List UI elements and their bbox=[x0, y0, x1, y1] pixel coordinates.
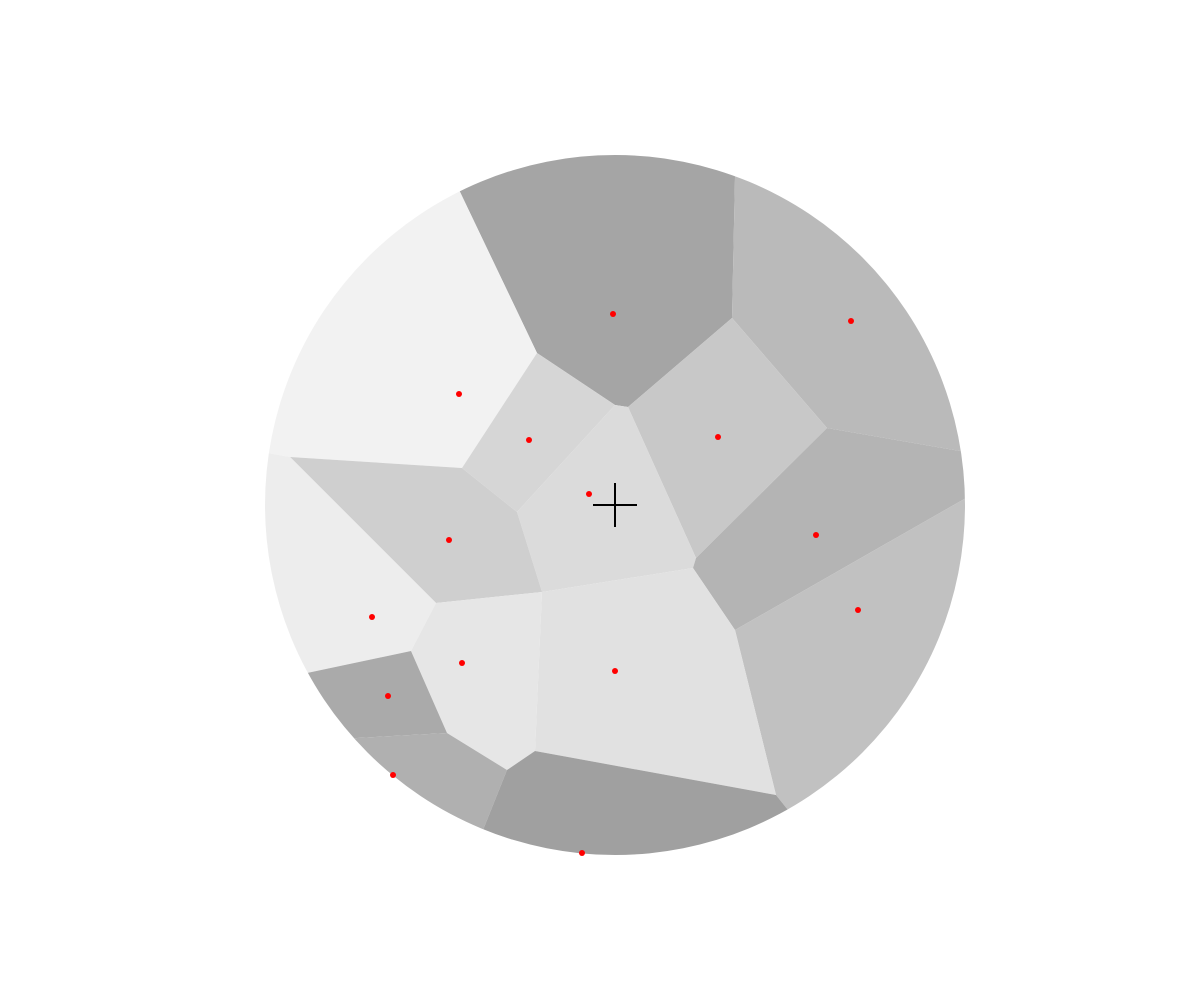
seed-point bbox=[855, 607, 861, 613]
seed-point bbox=[390, 772, 396, 778]
seed-point bbox=[610, 311, 616, 317]
cell-right bbox=[693, 428, 965, 630]
seed-point bbox=[456, 391, 462, 397]
cell-small-upper-center bbox=[462, 353, 615, 512]
crosshair-icon bbox=[593, 483, 637, 527]
seed-point bbox=[579, 850, 585, 856]
seed-point bbox=[813, 532, 819, 538]
cell-bottom-left bbox=[265, 733, 507, 855]
cell-lower-left-center bbox=[411, 592, 542, 770]
seed-point bbox=[446, 537, 452, 543]
cell-right-center bbox=[628, 318, 827, 558]
cell-left-center bbox=[290, 457, 542, 603]
cell-top bbox=[440, 155, 790, 407]
cell-lower-center bbox=[535, 568, 776, 795]
seed-point bbox=[715, 434, 721, 440]
seed-point bbox=[385, 693, 391, 699]
cell-center bbox=[517, 405, 696, 592]
seed-point bbox=[848, 318, 854, 324]
cell-left bbox=[265, 450, 436, 700]
seed-point bbox=[586, 491, 592, 497]
seed-points bbox=[369, 311, 861, 856]
seed-point bbox=[369, 614, 375, 620]
seed-point bbox=[526, 437, 532, 443]
seed-point bbox=[612, 668, 618, 674]
seed-point bbox=[459, 660, 465, 666]
